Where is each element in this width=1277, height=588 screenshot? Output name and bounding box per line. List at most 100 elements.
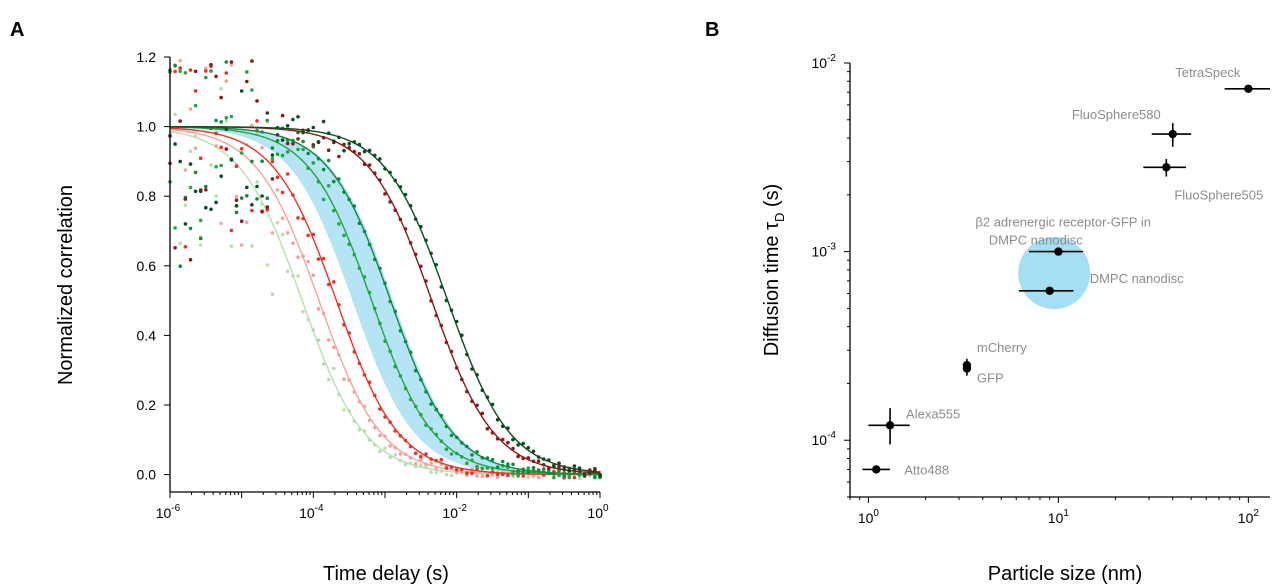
- data-point: [419, 224, 423, 229]
- data-point: [316, 179, 321, 184]
- data-point: [198, 189, 203, 194]
- data-point: [403, 227, 408, 231]
- data-point: [577, 466, 582, 471]
- data-point: [178, 241, 182, 246]
- data-point: [424, 452, 428, 456]
- tick-label-base: 10: [587, 505, 603, 521]
- data-point: [439, 285, 444, 289]
- data-point: [429, 299, 433, 303]
- data-point: [178, 264, 182, 269]
- point-annotations: TetraSpeck FluoSphere580 FluoSphere505 β2 a…: [904, 65, 1263, 478]
- data-point: [347, 331, 352, 335]
- data-point: [398, 329, 403, 333]
- data-point: [424, 462, 428, 467]
- data-point: [234, 194, 239, 199]
- data-point: [419, 463, 423, 467]
- data-point: [373, 443, 377, 447]
- data-point: [552, 465, 556, 469]
- tick-label-base: 10: [1238, 510, 1254, 526]
- data-point: [337, 222, 341, 226]
- data-point: [383, 167, 387, 171]
- point-label-line2: DMPC nanodisc: [989, 233, 1083, 248]
- data-point: [393, 445, 398, 450]
- data-point: [531, 449, 536, 454]
- data-point: [424, 423, 428, 428]
- data-point: [1244, 84, 1253, 93]
- data-point: [204, 205, 208, 210]
- data-point: [465, 389, 469, 394]
- data-point: [224, 71, 229, 75]
- y-axis-label: Normalized correlation: [55, 185, 77, 385]
- data-point: [209, 163, 213, 167]
- data-point: [393, 309, 398, 314]
- data-point: [470, 453, 474, 457]
- series-7: [168, 89, 602, 478]
- data-point: [357, 427, 362, 432]
- y-axis-label-main: Diffusion time τ: [761, 222, 783, 356]
- data-point: [229, 158, 234, 162]
- panel-a-label: A: [10, 19, 24, 41]
- data-point: [511, 446, 515, 451]
- data-point: [398, 452, 403, 456]
- data-point: [536, 455, 541, 459]
- data-point: [239, 89, 244, 93]
- point-label: Atto488: [904, 462, 949, 477]
- data-point: [465, 444, 469, 449]
- data-point: [475, 450, 479, 454]
- data-point: [270, 177, 275, 181]
- data-point: [367, 148, 372, 153]
- data-point: [337, 154, 341, 159]
- data-point: [311, 143, 316, 147]
- data-point: [547, 471, 551, 476]
- x-axis-label: Time delay (s): [323, 563, 449, 585]
- data-point: [214, 200, 218, 205]
- data-point: [214, 118, 218, 123]
- point-label: mCherry: [977, 340, 1027, 355]
- data-point: [383, 281, 387, 286]
- panel-b-chart: TetraSpeck FluoSphere580 FluoSphere505 β2 a…: [761, 53, 1270, 585]
- data-point: [393, 429, 398, 433]
- tick-label-base: 10: [812, 55, 828, 71]
- data-point: [193, 89, 198, 93]
- data-point: [193, 134, 198, 138]
- data-point: [962, 364, 972, 373]
- data-point: [593, 468, 597, 473]
- data-point: [250, 123, 254, 128]
- data-point: [204, 188, 208, 192]
- data-point: [572, 464, 577, 468]
- data-point: [362, 162, 367, 166]
- data-point: [219, 95, 223, 100]
- data-point: [173, 69, 177, 74]
- data-point: [337, 392, 341, 397]
- data-point: [490, 473, 495, 477]
- data-point: [470, 471, 474, 476]
- data-point: [173, 226, 177, 230]
- data-point: [495, 475, 500, 480]
- data-point: [219, 221, 223, 226]
- data-point: [214, 164, 218, 169]
- data-point: [362, 429, 367, 433]
- data-point: [332, 140, 336, 145]
- data-point: [367, 438, 372, 442]
- tick-label-exponent: -4: [827, 430, 836, 441]
- data-point: [485, 474, 490, 478]
- data-point: [285, 138, 290, 142]
- data-point: [388, 420, 392, 424]
- data-point: [434, 466, 439, 470]
- data-point: [280, 113, 285, 118]
- data-point: [362, 404, 367, 409]
- data-point: [536, 459, 541, 463]
- data-point: [378, 321, 382, 326]
- data-point: [198, 218, 203, 223]
- data-point: [393, 364, 398, 369]
- data-point: [265, 263, 270, 267]
- data-point: [357, 142, 362, 147]
- data-point: [285, 150, 290, 154]
- data-point: [480, 466, 485, 471]
- data-point: [480, 388, 485, 393]
- data-point: [332, 280, 336, 284]
- data-point: [301, 139, 305, 144]
- data-point: [373, 153, 377, 158]
- tick-label-exponent: 0: [873, 508, 879, 519]
- series-group: [168, 58, 602, 481]
